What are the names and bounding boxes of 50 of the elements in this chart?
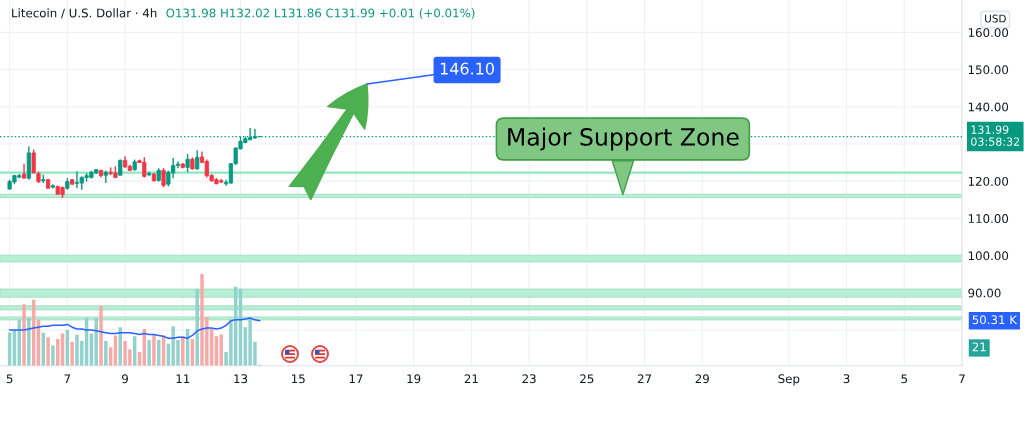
- candlestick: [103, 170, 108, 184]
- bar: [99, 306, 103, 366]
- bar: [70, 341, 74, 366]
- text: Litecoin / U.S. Dollar · 4h: [12, 8, 157, 19]
- x-tick-label: 7: [959, 374, 965, 383]
- x-tick-label: 11: [176, 374, 190, 383]
- x-tick-label: 27: [637, 374, 652, 383]
- y-tick-label: 140.00: [968, 102, 1009, 112]
- x-tick-label: 17: [349, 374, 363, 383]
- text: 50.31 K: [972, 315, 1018, 325]
- y-tick-label: 110.00: [968, 214, 1009, 224]
- text: O131.98 H132.02 L131.86 C131.99 +0.01 (+0.01%): [166, 8, 475, 19]
- x-tick-label: Sep: [778, 374, 800, 386]
- x-tick-label: 7: [64, 374, 71, 383]
- bar: [195, 288, 199, 366]
- x-tick-label: 5: [6, 374, 13, 384]
- candlestick: [185, 153, 190, 173]
- candlestick: [74, 170, 80, 189]
- x-tick-label: 25: [580, 374, 594, 384]
- bar: [51, 345, 55, 366]
- y-tick-label: 120.00: [968, 176, 1009, 186]
- annotation: 146.10: [440, 62, 494, 75]
- y-axis-title: USD: [985, 14, 1006, 23]
- bar: [94, 318, 98, 366]
- bar: [22, 304, 26, 366]
- x-tick-label: 5: [901, 374, 907, 384]
- x-tick-label: 21: [464, 374, 478, 383]
- bar: [181, 336, 185, 366]
- x-tick-label: 29: [695, 374, 709, 384]
- bar: [104, 340, 108, 366]
- candlestick: [21, 162, 27, 179]
- x-tick-label: 3: [843, 374, 850, 384]
- y-tick-label: 100.00: [968, 251, 1009, 261]
- bar: [147, 340, 151, 366]
- y-tick-label: 150.00: [968, 65, 1009, 75]
- candlestick: [161, 167, 166, 188]
- bar: [46, 337, 50, 366]
- bar: [152, 334, 156, 366]
- x-tick-label: 15: [292, 374, 305, 384]
- x-tick-label: 13: [234, 374, 248, 384]
- text: 21: [972, 342, 986, 352]
- x-tick-label: 23: [522, 374, 536, 384]
- candlestick: [195, 149, 200, 171]
- y-tick-label: 90.00: [968, 288, 1001, 298]
- ref-line-label: 131.99 03:58:32: [971, 125, 1020, 146]
- x-tick-label: 9: [122, 374, 128, 384]
- y-tick-label: 160.00: [968, 28, 1009, 38]
- bar: [27, 318, 31, 366]
- annotation: Major Support Zone: [508, 127, 739, 151]
- x-tick-label: 19: [407, 374, 421, 384]
